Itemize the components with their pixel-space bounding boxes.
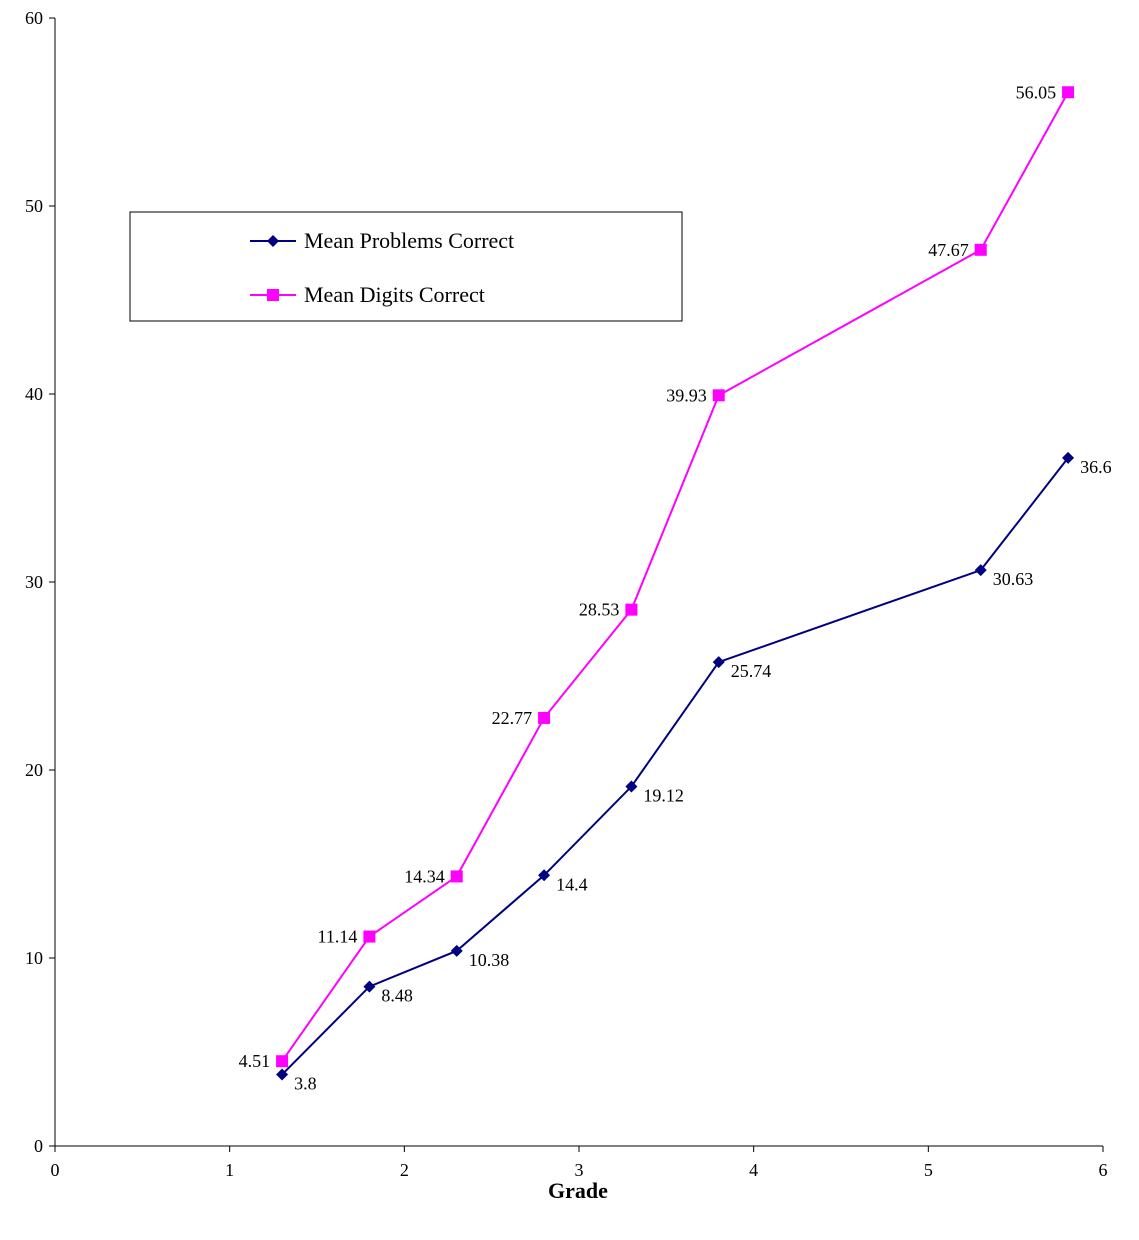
data-point-diamond [974, 564, 987, 577]
legend-item-problems: Mean Problems Correct [250, 228, 514, 253]
data-point-diamond [712, 656, 725, 669]
x-tick-label: 3 [575, 1160, 584, 1180]
y-tick-label: 50 [25, 196, 43, 216]
data-label: 3.8 [294, 1074, 317, 1094]
data-point-square [1062, 86, 1075, 99]
legend-marker-digits [267, 289, 279, 301]
data-point-diamond [276, 1068, 289, 1081]
data-label: 11.14 [318, 927, 358, 947]
series-line-1 [281, 91, 1069, 1062]
data-point-diamond [363, 980, 376, 993]
legend-item-digits: Mean Digits Correct [250, 282, 485, 307]
legend-marker-problems [267, 235, 279, 247]
data-label: 39.93 [666, 385, 707, 405]
data-point-diamond [625, 780, 638, 793]
data-label: 8.48 [381, 986, 413, 1006]
data-point-square [625, 603, 638, 616]
y-tick-label: 0 [34, 1136, 43, 1156]
data-label: 28.53 [579, 600, 620, 620]
data-label: 14.34 [404, 866, 445, 886]
data-label: 47.67 [928, 240, 969, 260]
legend-label-problems: Mean Problems Correct [304, 228, 514, 253]
x-tick-label: 1 [225, 1160, 234, 1180]
x-tick-label: 2 [400, 1160, 409, 1180]
axes: 0 10 20 30 40 50 60 0 1 2 3 4 5 6 [25, 8, 1108, 1180]
legend: Mean Problems Correct Mean Digits Correc… [129, 211, 683, 322]
data-label: 19.12 [643, 786, 684, 806]
data-point-square [276, 1055, 289, 1068]
data-label: 56.05 [1016, 82, 1057, 102]
x-tick-label: 6 [1099, 1160, 1108, 1180]
y-tick-label: 40 [25, 384, 43, 404]
data-label: 14.4 [556, 874, 588, 894]
x-tick-label: 5 [924, 1160, 933, 1180]
data-point-square [363, 930, 376, 943]
data-point-square [974, 243, 987, 256]
legend-box [129, 211, 683, 322]
y-tick-label: 20 [25, 760, 43, 780]
data-labels: 3.8 8.48 10.38 14.4 19.12 25.74 30.63 36.6 4.51 1… [239, 82, 1112, 1093]
y-tick-label: 10 [25, 948, 43, 968]
y-tick-label: 60 [25, 8, 43, 28]
x-tick-label: 0 [51, 1160, 60, 1180]
series-markers [276, 86, 1075, 1081]
legend-label-digits: Mean Digits Correct [304, 282, 485, 307]
data-label: 4.51 [239, 1051, 271, 1071]
y-tick-label: 30 [25, 572, 43, 592]
data-point-diamond [450, 944, 463, 957]
data-label: 30.63 [993, 569, 1034, 589]
data-point-square [538, 711, 551, 724]
data-label: 36.6 [1080, 457, 1112, 477]
x-axis-title: Grade [548, 1178, 608, 1203]
data-point-diamond [538, 869, 551, 882]
data-label: 10.38 [469, 950, 510, 970]
series-line-0 [281, 457, 1069, 1076]
x-tick-label: 4 [749, 1160, 758, 1180]
data-label: 25.74 [731, 661, 772, 681]
data-point-square [450, 870, 463, 883]
series-lines [281, 91, 1069, 1076]
data-label: 22.77 [492, 708, 533, 728]
data-point-square [712, 389, 725, 402]
data-point-diamond [1062, 451, 1075, 464]
